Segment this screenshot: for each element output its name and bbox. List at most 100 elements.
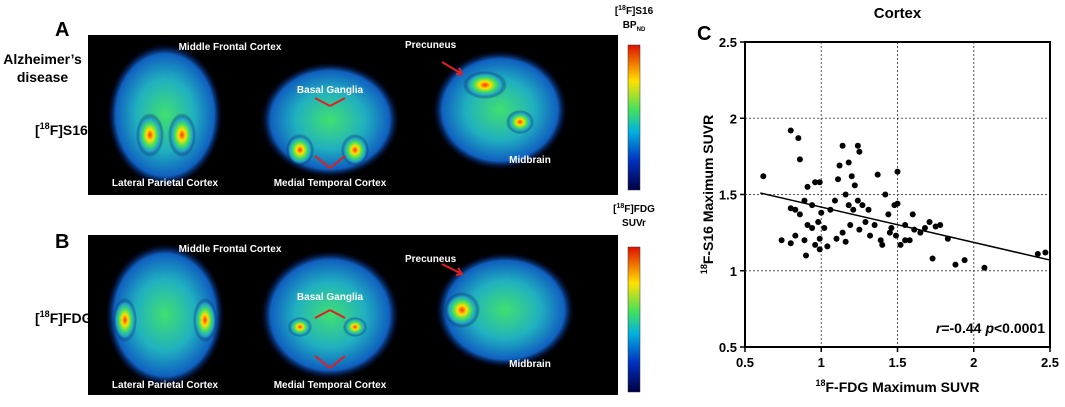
point [882, 191, 889, 198]
point [815, 218, 822, 225]
region-label: Medial Temporal Cortex [274, 380, 387, 391]
point [877, 237, 884, 244]
point [932, 223, 939, 230]
region-label: Midbrain [509, 155, 551, 166]
point [926, 218, 933, 225]
brain-axial [105, 243, 225, 387]
point [812, 179, 819, 186]
point [792, 232, 799, 239]
region-label: Midbrain [509, 359, 551, 370]
text-part: BP [623, 20, 637, 31]
arrows [314, 61, 464, 369]
point [836, 162, 843, 169]
point [1034, 250, 1041, 257]
point [902, 237, 909, 244]
text-part: F]S16 [626, 6, 654, 17]
point [856, 226, 863, 233]
text-part: 18 [699, 264, 709, 274]
point [787, 205, 794, 212]
hotspot [506, 110, 534, 134]
region-label: Middle Frontal Cortex [179, 42, 282, 53]
colorbar-label: [18F]S16 [615, 5, 654, 17]
region-label: Middle Frontal Cortex [179, 244, 282, 255]
colorbar-label: BPND [623, 20, 646, 33]
point [795, 135, 802, 142]
point [894, 168, 901, 175]
hotspot [193, 298, 217, 342]
y-tick-label: 2 [730, 111, 737, 126]
region-label: Precuneus [405, 40, 457, 51]
point [816, 235, 823, 242]
point [778, 237, 785, 244]
panel-label: C [697, 23, 711, 45]
text-part: p [984, 320, 994, 336]
x-tick-label: 2 [970, 355, 977, 370]
brain-coronal [260, 62, 400, 178]
y-axis-label: 18F-S16 Maximum SUVR [699, 115, 716, 274]
point [845, 202, 852, 209]
point [906, 237, 913, 244]
point [850, 206, 857, 213]
hotspot [113, 298, 137, 342]
point [842, 191, 849, 198]
brain-axial [107, 43, 223, 187]
point [856, 148, 863, 155]
tracer-label: [18F]S16 [35, 121, 88, 138]
hotspot [286, 134, 314, 166]
point [818, 209, 825, 216]
point [760, 173, 767, 180]
x-axis-label: 18F-FDG Maximum SUVR [815, 378, 979, 395]
point [981, 264, 988, 271]
hotspot [463, 71, 507, 99]
text-part: 18 [40, 121, 50, 131]
hotspot [288, 317, 312, 337]
text-part: 18 [618, 5, 626, 12]
hotspot [341, 134, 369, 166]
point [886, 229, 893, 236]
colorbar-label: [18F]FDG [613, 203, 655, 215]
point [961, 257, 968, 264]
point [787, 240, 794, 247]
point [792, 206, 799, 213]
point [909, 211, 916, 218]
brain-coronal [260, 250, 400, 380]
point [787, 127, 794, 134]
point [803, 252, 809, 259]
point [952, 261, 959, 268]
text-part: ND [637, 27, 646, 33]
point [801, 237, 808, 244]
chart-title: Cortex [874, 5, 922, 22]
colorbar [627, 44, 641, 191]
row-title: Alzheimer’s disease [3, 51, 82, 85]
point [804, 222, 811, 228]
text-part: [ [35, 310, 40, 326]
point [821, 225, 828, 232]
brain-images [88, 35, 641, 395]
point [885, 211, 892, 218]
text-part: F]FDG [50, 310, 93, 326]
point [851, 182, 858, 189]
region-label: Basal Ganglia [297, 292, 364, 303]
text-part: 18 [815, 378, 825, 388]
y-tick-label: 0.5 [719, 340, 737, 355]
point [894, 200, 901, 207]
x-tick-label: 1 [818, 355, 825, 370]
panel-label: B [55, 231, 69, 253]
region-label: Lateral Parietal Cortex [112, 380, 219, 391]
point [835, 176, 842, 183]
point [892, 232, 899, 239]
point [929, 255, 936, 262]
y-tick-label: 1.5 [719, 188, 737, 203]
point [824, 243, 831, 250]
brain-sagittal [435, 252, 575, 368]
x-tick-label: 2.5 [1041, 355, 1059, 370]
point [888, 225, 895, 232]
text-part: F]S16 [50, 122, 88, 138]
y-tick-label: 1 [730, 264, 737, 279]
text-part: F-FDG Maximum SUVR [826, 379, 980, 395]
point [845, 159, 852, 166]
hotspot [444, 292, 480, 328]
point [833, 235, 840, 242]
point [796, 211, 803, 218]
